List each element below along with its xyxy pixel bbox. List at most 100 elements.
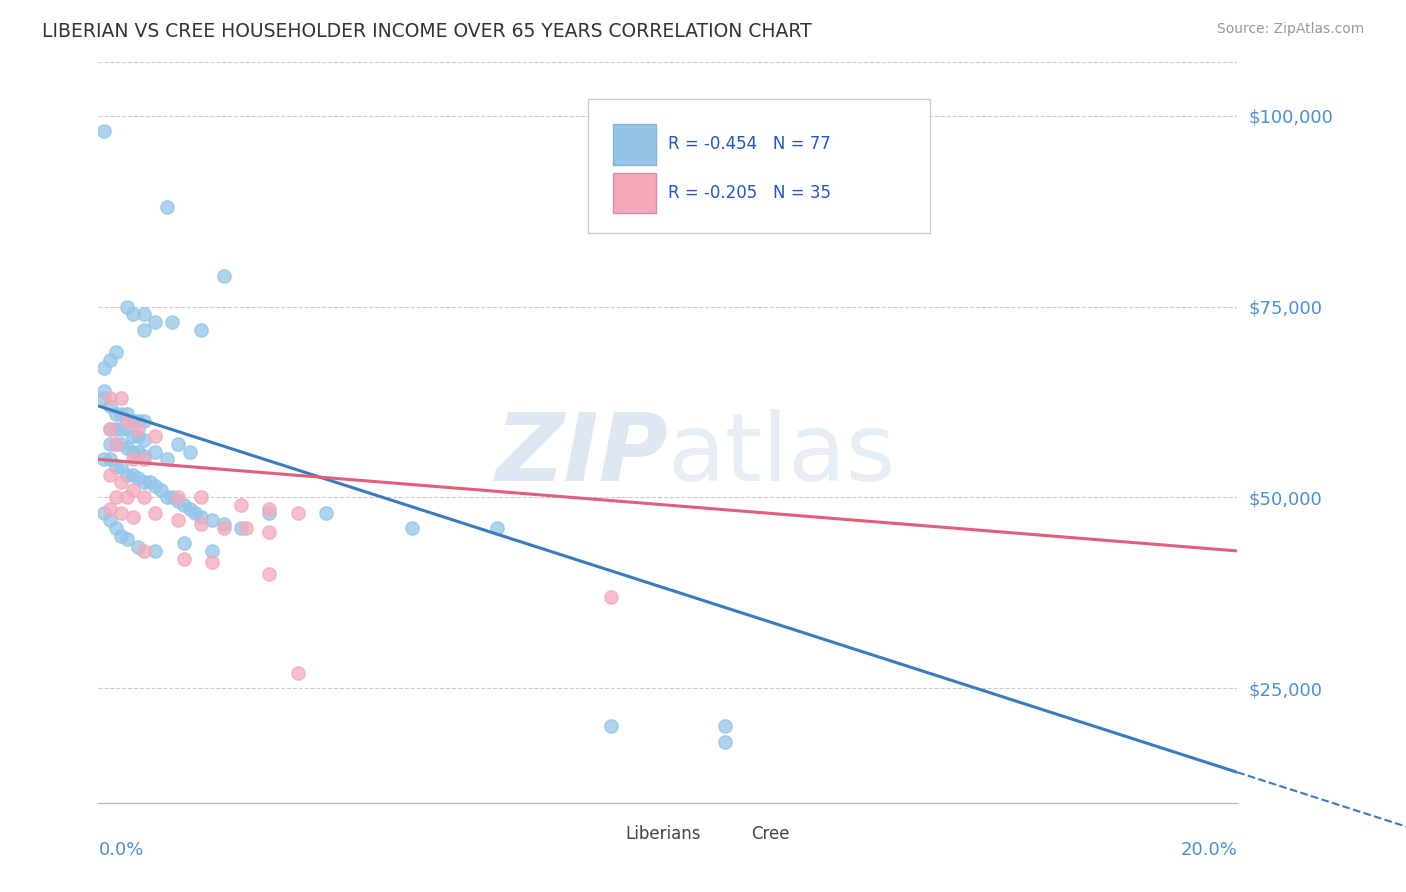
Point (287, 666, 309, 681)
Point (127, 444, 149, 458)
Point (104, 407, 127, 421)
Point (179, 502, 201, 516)
Point (127, 429, 149, 443)
Point (98, 422, 121, 436)
Point (121, 509, 143, 524)
FancyBboxPatch shape (613, 173, 657, 213)
Point (121, 467, 143, 482)
Point (110, 475, 132, 490)
Point (115, 467, 138, 482)
Point (132, 544, 155, 558)
Point (127, 540, 149, 554)
Point (132, 434, 155, 448)
Point (259, 506, 281, 520)
Point (212, 521, 235, 535)
Point (201, 513, 224, 527)
Point (93, 384, 115, 398)
Point (600, 590, 623, 604)
FancyBboxPatch shape (713, 821, 742, 847)
Point (93, 391, 115, 405)
Point (104, 491, 127, 505)
Point (104, 460, 127, 475)
Point (93, 452, 115, 467)
Point (132, 307, 155, 321)
Point (401, 521, 423, 535)
FancyBboxPatch shape (613, 124, 657, 165)
Point (167, 437, 190, 451)
Point (93, 124, 115, 138)
Point (132, 452, 155, 467)
Point (132, 491, 155, 505)
Point (145, 429, 167, 443)
Point (145, 315, 167, 329)
Text: R = -0.205   N = 35: R = -0.205 N = 35 (668, 184, 831, 202)
Point (110, 437, 132, 451)
Point (121, 307, 143, 321)
Point (259, 524, 281, 539)
Point (98, 513, 121, 527)
FancyBboxPatch shape (588, 821, 617, 847)
Point (110, 506, 132, 520)
Point (145, 544, 167, 558)
Text: Cree: Cree (751, 825, 790, 843)
Point (212, 269, 235, 284)
Point (110, 460, 132, 475)
Point (201, 555, 224, 569)
Y-axis label: Householder Income Over 65 years: Householder Income Over 65 years (0, 297, 7, 568)
Point (132, 414, 155, 428)
Point (600, 719, 623, 733)
Point (115, 407, 138, 421)
Point (104, 437, 127, 451)
Text: Source: ZipAtlas.com: Source: ZipAtlas.com (1216, 22, 1364, 37)
Point (121, 414, 143, 428)
Point (145, 444, 167, 458)
Point (127, 471, 149, 485)
Point (98, 399, 121, 413)
Point (98, 452, 121, 467)
Point (212, 517, 235, 532)
Point (104, 521, 127, 535)
Point (115, 441, 138, 455)
Point (714, 719, 737, 733)
Point (98, 353, 121, 368)
FancyBboxPatch shape (588, 99, 929, 233)
Point (127, 414, 149, 428)
Point (190, 517, 212, 532)
Point (115, 533, 138, 547)
Point (138, 475, 160, 490)
Point (167, 494, 190, 508)
Point (173, 498, 195, 512)
Point (150, 483, 173, 497)
Point (93, 360, 115, 375)
Point (104, 437, 127, 451)
Point (714, 735, 737, 749)
Point (156, 491, 179, 505)
Point (98, 467, 121, 482)
Point (179, 444, 201, 458)
Point (110, 407, 132, 421)
Point (127, 422, 149, 436)
Point (486, 521, 509, 535)
Point (145, 479, 167, 493)
Point (235, 521, 257, 535)
Point (315, 506, 337, 520)
Point (167, 513, 190, 527)
Point (121, 429, 143, 443)
Point (93, 506, 115, 520)
Text: R = -0.454   N = 77: R = -0.454 N = 77 (668, 135, 831, 153)
Text: 0.0%: 0.0% (98, 841, 143, 859)
Point (145, 506, 167, 520)
Point (98, 391, 121, 405)
Point (190, 322, 212, 336)
Point (121, 452, 143, 467)
Point (115, 414, 138, 428)
Point (98, 502, 121, 516)
Point (287, 506, 309, 520)
Point (115, 491, 138, 505)
Point (132, 475, 155, 490)
Point (121, 483, 143, 497)
Point (115, 422, 138, 436)
Point (229, 498, 252, 512)
Point (173, 536, 195, 550)
Point (115, 300, 138, 314)
